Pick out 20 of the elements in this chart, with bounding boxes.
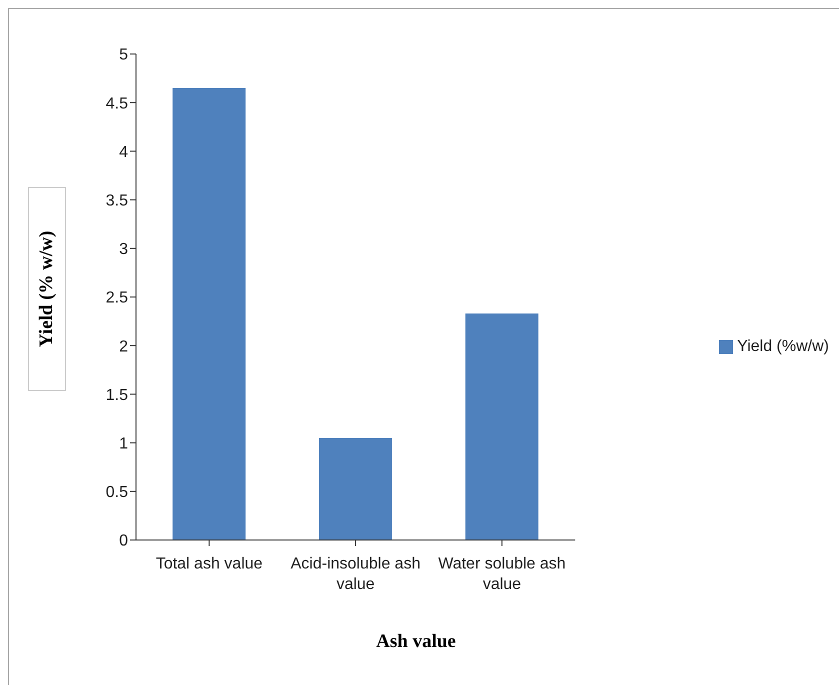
y-tick-label: 2 <box>119 338 128 356</box>
bar <box>465 314 538 540</box>
y-tick-label: 0.5 <box>106 484 128 502</box>
y-tick-label: 4.5 <box>106 95 128 112</box>
y-axis-title: Yield (% w/w) <box>36 230 58 348</box>
y-tick-label: 5 <box>119 46 128 64</box>
legend-label: Yield (%w/w) <box>737 338 829 355</box>
x-axis-title: Ash value <box>375 631 457 653</box>
y-tick-label: 0 <box>119 532 128 550</box>
x-tick-label: Total ash value <box>156 555 263 572</box>
bar <box>318 438 392 540</box>
y-tick-label: 4 <box>119 144 128 161</box>
y-tick-label: 3 <box>119 241 128 258</box>
y-tick-label: 2.5 <box>106 290 128 307</box>
bar <box>172 88 246 540</box>
y-tick-label: 1 <box>119 435 128 452</box>
y-tick-label: 3.5 <box>106 192 128 210</box>
x-tick-label: Water soluble ash value <box>438 555 566 594</box>
x-tick-label: Acid-insoluble ash value <box>290 555 420 594</box>
y-tick-label: 1.5 <box>106 386 128 404</box>
